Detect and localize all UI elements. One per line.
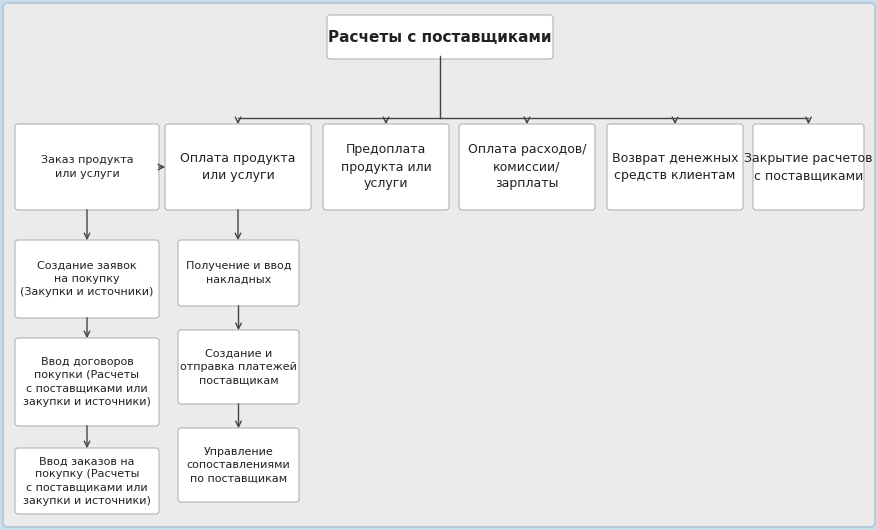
FancyBboxPatch shape <box>606 124 742 210</box>
FancyBboxPatch shape <box>3 3 874 527</box>
Text: Ввод договоров
покупки (Расчеты
с поставщиками или
закупки и источники): Ввод договоров покупки (Расчеты с постав… <box>23 357 151 407</box>
FancyBboxPatch shape <box>15 338 159 426</box>
Text: Создание заявок
на покупку
(Закупки и источники): Создание заявок на покупку (Закупки и ис… <box>20 261 153 297</box>
FancyBboxPatch shape <box>15 448 159 514</box>
Text: Создание и
отправка платежей
поставщикам: Создание и отправка платежей поставщикам <box>180 349 296 385</box>
Text: Возврат денежных
средств клиентам: Возврат денежных средств клиентам <box>611 152 738 182</box>
FancyBboxPatch shape <box>326 15 553 59</box>
Text: Заказ продукта
или услуги: Заказ продукта или услуги <box>40 155 133 179</box>
Text: Оплата продукта
или услуги: Оплата продукта или услуги <box>180 152 296 182</box>
FancyBboxPatch shape <box>178 428 299 502</box>
FancyBboxPatch shape <box>459 124 595 210</box>
FancyBboxPatch shape <box>165 124 310 210</box>
FancyBboxPatch shape <box>178 240 299 306</box>
FancyBboxPatch shape <box>178 330 299 404</box>
Text: Управление
сопоставлениями
по поставщикам: Управление сопоставлениями по поставщика… <box>187 447 290 483</box>
Text: Закрытие расчетов
с поставщиками: Закрытие расчетов с поставщиками <box>744 152 872 182</box>
Text: Ввод заказов на
покупку (Расчеты
с поставщиками или
закупки и источники): Ввод заказов на покупку (Расчеты с поста… <box>23 456 151 506</box>
Text: Получение и ввод
накладных: Получение и ввод накладных <box>186 261 291 285</box>
FancyBboxPatch shape <box>752 124 863 210</box>
FancyBboxPatch shape <box>15 124 159 210</box>
Text: Предоплата
продукта или
услуги: Предоплата продукта или услуги <box>340 144 431 190</box>
FancyBboxPatch shape <box>15 240 159 318</box>
Text: Оплата расходов/
комиссии/
зарплаты: Оплата расходов/ комиссии/ зарплаты <box>467 144 586 190</box>
FancyBboxPatch shape <box>323 124 448 210</box>
Text: Расчеты с поставщиками: Расчеты с поставщиками <box>328 30 551 45</box>
